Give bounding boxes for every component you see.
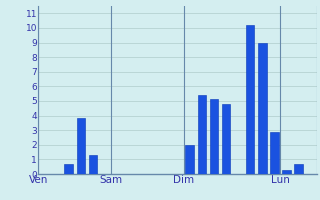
Bar [76,118,85,174]
Bar [222,104,230,174]
Bar [64,164,73,174]
Bar [270,132,279,174]
Bar [282,170,291,174]
Bar [186,145,194,174]
Bar [197,95,206,174]
Bar [258,43,267,174]
Bar [89,155,97,174]
Bar [246,25,254,174]
Bar [210,99,218,174]
Bar [294,164,303,174]
